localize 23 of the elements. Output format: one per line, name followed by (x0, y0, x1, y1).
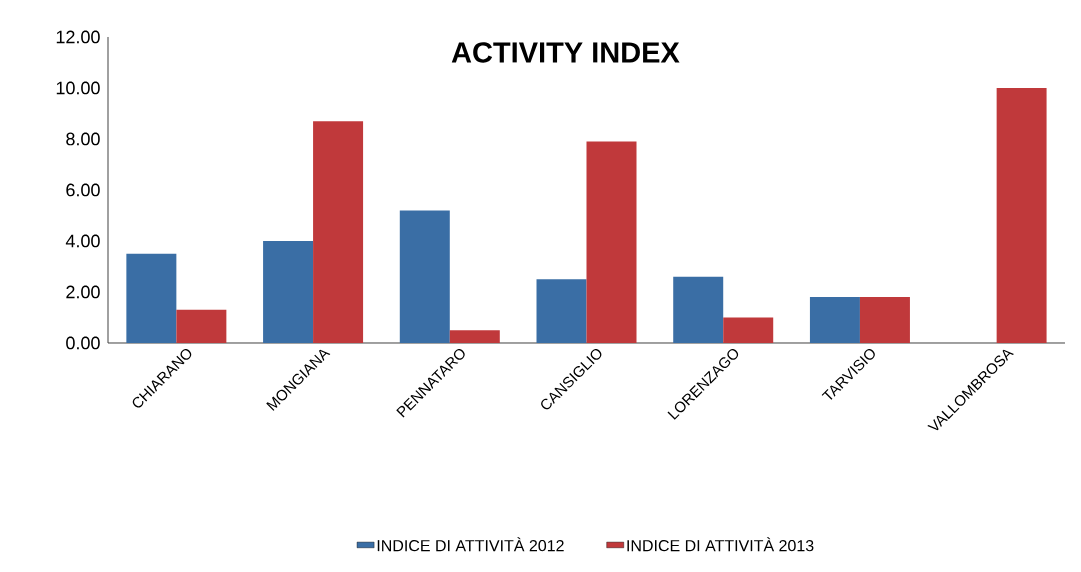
bar (449, 330, 500, 343)
legend-label: INDICE DI ATTIVITÀ 2012 (377, 537, 564, 552)
bar (126, 253, 177, 343)
bar (586, 141, 637, 343)
y-tick-label: 8.00 (66, 132, 100, 146)
bar (176, 309, 227, 343)
bar (536, 279, 587, 343)
y-tick-label: 4.00 (65, 234, 100, 248)
bar (673, 276, 724, 343)
bar (313, 121, 364, 343)
bar (809, 297, 860, 343)
bar (996, 87, 1047, 343)
bar (723, 317, 774, 343)
y-tick-label: 6.00 (66, 183, 100, 197)
legend-label: INDICE DI ATTIVITÀ 2013 (627, 537, 814, 552)
y-tick-label: 12.00 (56, 30, 100, 44)
bar (859, 297, 910, 343)
y-tick-label: 2.00 (66, 285, 100, 299)
bar (399, 210, 450, 343)
y-tick-label: 0.00 (66, 336, 100, 350)
chart-title: ACTIVITY INDEX (451, 42, 680, 63)
y-tick-label: 10.00 (56, 81, 100, 95)
bar (263, 240, 314, 343)
